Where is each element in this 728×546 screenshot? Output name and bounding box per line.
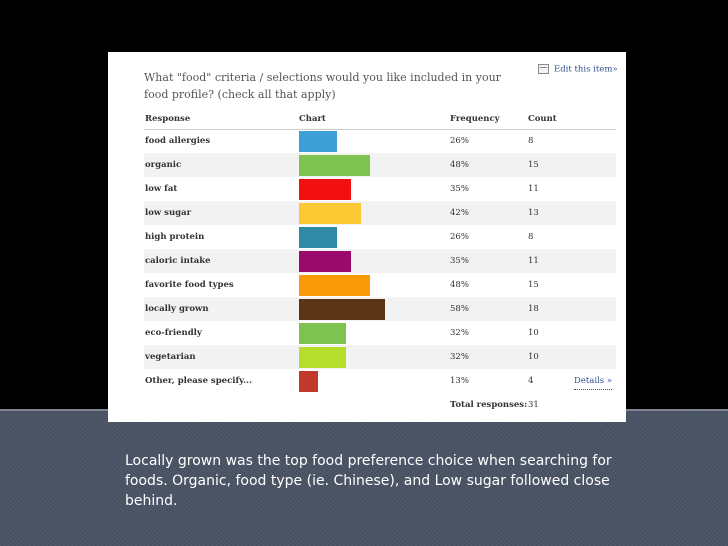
bar <box>299 131 337 152</box>
frequency-value: 13% <box>450 376 469 386</box>
total-responses-value: 31 <box>528 400 539 410</box>
count-value: 11 <box>528 184 539 194</box>
count-value: 15 <box>528 280 539 290</box>
count-value: 8 <box>528 136 534 146</box>
count-value: 10 <box>528 352 539 362</box>
bar <box>299 227 337 248</box>
count-value: 18 <box>528 304 539 314</box>
frequency-value: 35% <box>450 256 469 266</box>
frequency-value: 32% <box>450 328 469 338</box>
response-label: Other, please specify... <box>145 376 252 386</box>
table-row: favorite food types 48% 15 <box>144 273 616 297</box>
bar <box>299 251 351 272</box>
count-value: 8 <box>528 232 534 242</box>
count-value: 10 <box>528 328 539 338</box>
header-divider <box>144 129 616 130</box>
slide-caption: Locally grown was the top food preferenc… <box>125 453 612 509</box>
table-row: high protein 26% 8 <box>144 225 616 249</box>
frequency-value: 42% <box>450 208 469 218</box>
header-count: Count <box>528 114 557 124</box>
bar <box>299 275 370 296</box>
response-label: high protein <box>145 232 205 242</box>
total-responses-label: Total responses: <box>450 400 528 410</box>
response-label: caloric intake <box>145 256 211 266</box>
frequency-value: 35% <box>450 184 469 194</box>
response-label: locally grown <box>145 304 209 314</box>
table-row: organic 48% 15 <box>144 153 616 177</box>
bar <box>299 299 385 320</box>
bar <box>299 155 370 176</box>
table-row: low fat 35% 11 <box>144 177 616 201</box>
bar <box>299 179 351 200</box>
count-value: 11 <box>528 256 539 266</box>
response-label: favorite food types <box>145 280 234 290</box>
table-row: low sugar 42% 13 <box>144 201 616 225</box>
response-label: food allergies <box>145 136 211 146</box>
response-label: low sugar <box>145 208 192 218</box>
edit-item-label: Edit this item» <box>554 64 618 75</box>
bar <box>299 323 346 344</box>
table-row: eco-friendly 32% 10 <box>144 321 616 345</box>
frequency-value: 58% <box>450 304 469 314</box>
details-link[interactable]: Details » <box>574 369 613 393</box>
frequency-value: 32% <box>450 352 469 362</box>
frequency-value: 48% <box>450 160 469 170</box>
response-label: organic <box>145 160 182 170</box>
edit-icon <box>538 64 549 74</box>
header-frequency: Frequency <box>450 114 500 124</box>
bar <box>299 203 361 224</box>
count-value: 13 <box>528 208 539 218</box>
frequency-value: 48% <box>450 280 469 290</box>
table-row: vegetarian 32% 10 <box>144 345 616 369</box>
table-row: food allergies 26% 8 <box>144 129 616 153</box>
header-response: Response <box>145 114 191 124</box>
bar <box>299 371 318 392</box>
table-row: caloric intake 35% 11 <box>144 249 616 273</box>
bar <box>299 347 346 368</box>
survey-results-panel: What "food" criteria / selections would … <box>108 52 626 422</box>
count-value: 4 <box>528 376 534 386</box>
header-chart: Chart <box>299 114 326 124</box>
response-label: vegetarian <box>145 352 196 362</box>
survey-question: What "food" criteria / selections would … <box>144 71 501 101</box>
count-value: 15 <box>528 160 539 170</box>
frequency-value: 26% <box>450 232 469 242</box>
response-label: low fat <box>145 184 178 194</box>
frequency-value: 26% <box>450 136 469 146</box>
table-row: locally grown 58% 18 <box>144 297 616 321</box>
response-label: eco-friendly <box>145 328 202 338</box>
table-row: Other, please specify... 13% 4 Details » <box>144 369 616 393</box>
edit-item-link[interactable]: Edit this item» <box>538 64 618 75</box>
slide-bottom-background <box>0 410 728 546</box>
